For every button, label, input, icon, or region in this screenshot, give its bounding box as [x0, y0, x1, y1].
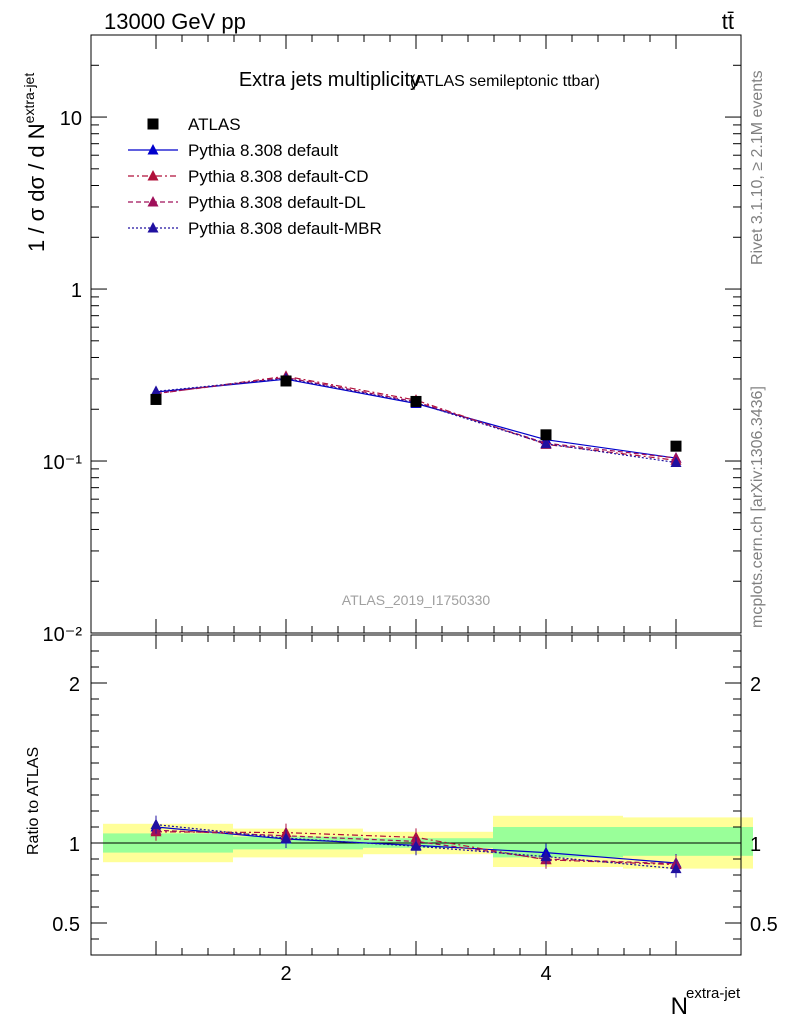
x-tick-label: 2 [280, 963, 291, 985]
legend: ATLAS Pythia 8.308 default Pythia 8.308 de… [128, 115, 382, 238]
legend-marker [147, 196, 159, 207]
ratio-band-inner [493, 827, 623, 858]
legend-label: Pythia 8.308 default-MBR [188, 219, 382, 238]
series-4-ratio-point [280, 832, 292, 843]
ratio-tick-label-left: 2 [69, 674, 80, 696]
analysis-id-label: ATLAS_2019_I1750330 [342, 592, 491, 608]
series-4-point [540, 437, 552, 449]
mcplots-label: mcplots.cern.ch [arXiv:1306.3436] [749, 386, 766, 628]
axis-ticks: 2 4 10⁻² 10⁻¹ 1 10 0.5 0.5 1 1 2 2 [43, 34, 778, 985]
series-4-ratio-point [410, 840, 422, 851]
series-4-ratio-point [540, 850, 552, 862]
ratio-plot-series [150, 815, 682, 878]
series-0-point [150, 393, 162, 405]
series-2-ratio-line [155, 831, 677, 866]
header-process-label: tt̄ [722, 9, 734, 34]
y-tick-label: 10⁻² [43, 624, 83, 646]
series-0-point [540, 429, 552, 441]
legend-label: ATLAS [188, 115, 241, 134]
y-tick-label: 1 [71, 280, 82, 302]
ratio-tick-label-right: 0.5 [750, 914, 778, 936]
series-0-point [410, 395, 422, 407]
series-0-point [280, 375, 292, 387]
x-axis-label-sup: extra-jet [686, 985, 741, 1002]
series-4-point [150, 385, 162, 396]
legend-label: Pythia 8.308 default-CD [188, 167, 369, 186]
ratio-tick-label-left: 1 [69, 834, 80, 856]
header-energy-label: 13000 GeV pp [104, 9, 246, 34]
series-4-ratio-point [150, 818, 162, 830]
ratio-tick-label-right: 1 [750, 834, 761, 856]
chart-subtitle: (ATLAS semileptonic ttbar) [410, 73, 600, 90]
chart-title: Extra jets multiplicity [239, 69, 420, 91]
x-tick-label: 4 [540, 963, 551, 985]
series-0-point [670, 440, 682, 452]
legend-marker [147, 222, 159, 233]
legend-label: Pythia 8.308 default [188, 141, 339, 160]
y-axis-label-sup: extra-jet [21, 73, 37, 124]
ratio-band-inner [623, 827, 753, 856]
main-plot-series [150, 370, 682, 468]
legend-label: Pythia 8.308 default-DL [188, 193, 366, 212]
y-axis-label-text: 1 / σ dσ / d N [24, 123, 49, 252]
y-axis-label: 1 / σ dσ / d Nextra-jet [21, 73, 49, 252]
series-1-line [155, 378, 677, 459]
x-axis-label-base: N [671, 993, 688, 1020]
ratio-tick-label-right: 2 [750, 674, 761, 696]
series-4-point [670, 456, 682, 468]
rivet-version-label: Rivet 3.1.10, ≥ 2.1M events [749, 70, 766, 265]
ratio-plot-frame [90, 634, 742, 956]
ratio-tick-label-left: 0.5 [52, 914, 80, 936]
ratio-uncertainty-bands [103, 815, 753, 869]
legend-marker [147, 118, 159, 130]
y-tick-label: 10⁻¹ [43, 452, 83, 474]
series-2-line [155, 375, 677, 461]
legend-marker [147, 144, 159, 155]
series-4-ratio-point [670, 862, 682, 874]
series-4-line [155, 377, 677, 464]
svg-text:1 / σ dσ / d Nextra-jet: 1 / σ dσ / d Nextra-jet [21, 73, 49, 252]
legend-marker [147, 170, 159, 181]
y-tick-label: 10 [60, 108, 82, 130]
series-3-line [155, 376, 677, 459]
x-axis-label: N extra-jet [671, 985, 741, 1020]
ratio-y-axis-label: Ratio to ATLAS [25, 747, 42, 855]
